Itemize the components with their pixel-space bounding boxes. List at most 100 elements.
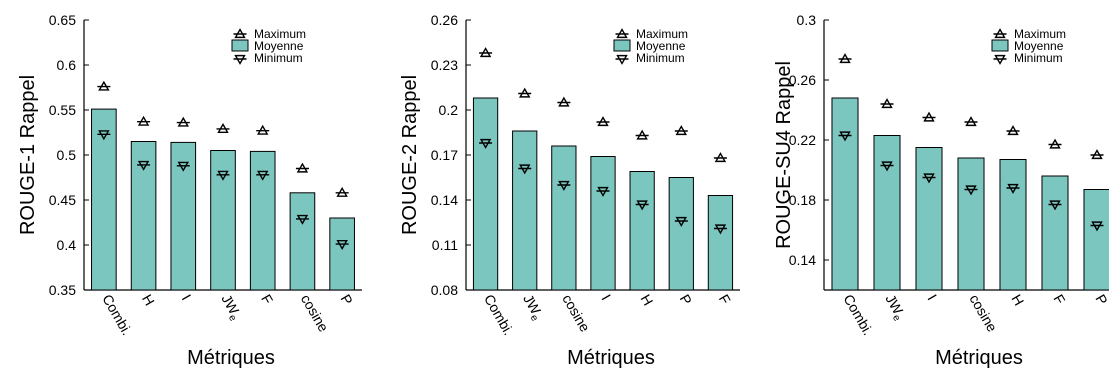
marker-minimum: [137, 160, 151, 171]
legend-maximum-label: Maximum: [1014, 27, 1066, 41]
marker-maximum: [635, 129, 649, 140]
bar-moyenne: [512, 130, 538, 291]
marker-minimum: [713, 224, 727, 235]
y-axis-label: ROUGE-1 Rappel: [17, 75, 39, 235]
legend-minimum-icon: [615, 54, 629, 65]
marker-minimum: [256, 170, 270, 181]
x-axis-label: Métriques: [935, 347, 1023, 369]
legend-minimum-icon: [233, 54, 247, 65]
bar-moyenne: [668, 177, 694, 291]
bar-moyenne: [289, 192, 316, 291]
x-category-label: F: [258, 292, 276, 307]
legend-maximum-icon: [233, 28, 247, 39]
x-category-label: JWe: [880, 292, 910, 324]
y-tick-label: 0.14: [789, 252, 816, 268]
marker-minimum: [635, 200, 649, 211]
marker-maximum: [216, 122, 230, 133]
marker-maximum: [1090, 149, 1104, 160]
x-category-label: H: [638, 292, 657, 309]
x-category-label: Combi.: [99, 292, 135, 338]
marker-maximum: [1048, 138, 1062, 149]
bar-moyenne: [999, 159, 1027, 291]
marker-maximum: [557, 96, 571, 107]
x-category-label: Combi.: [481, 292, 517, 338]
y-axis-label: ROUGE-2 Rappel: [399, 75, 421, 235]
rouge-2-chart: 0.08 0.11 0.14 0.17 0.2 0.23 0.26 Combi. JWe cosi…: [399, 12, 740, 369]
x-category-label: P: [677, 292, 696, 308]
marker-minimum: [1090, 221, 1104, 232]
marker-maximum: [1006, 125, 1020, 136]
marker-minimum: [335, 240, 349, 251]
y-tick-label: 0.35: [49, 282, 76, 298]
x-axis-label: Métriques: [187, 347, 275, 369]
marker-maximum: [256, 124, 270, 135]
x-category-label: I: [179, 292, 195, 303]
marker-maximum: [713, 152, 727, 163]
x-axis-label: Métriques: [567, 347, 655, 369]
bar-moyenne: [329, 217, 355, 291]
y-tick-label: 0.23: [431, 57, 458, 73]
marker-maximum: [97, 80, 111, 91]
legend-moyenne-label: Moyenne: [1014, 39, 1064, 53]
x-category-label: JWe: [518, 292, 548, 324]
marker-minimum: [674, 216, 688, 227]
marker-minimum: [557, 180, 571, 191]
marker-maximum: [964, 116, 978, 127]
x-category-label: H: [1008, 292, 1027, 309]
x-category-label: P: [338, 292, 357, 308]
marker-maximum: [922, 111, 936, 122]
marker-minimum: [295, 214, 309, 225]
marker-minimum: [97, 130, 111, 141]
marker-minimum: [176, 161, 190, 172]
legend-moyenne-swatch: [231, 39, 249, 52]
marker-minimum: [838, 131, 852, 142]
x-category-label: F: [1050, 292, 1068, 307]
marker-minimum: [479, 138, 493, 149]
y-tick-label: 0.65: [49, 12, 76, 28]
x-category-label: F: [716, 292, 734, 307]
legend-maximum-label: Maximum: [254, 27, 306, 41]
y-tick-label: 0.55: [49, 102, 76, 118]
marker-maximum: [335, 186, 349, 197]
legend-maximum-label: Maximum: [636, 27, 688, 41]
legend-minimum-label: Minimum: [1014, 51, 1063, 65]
marker-minimum: [518, 164, 532, 175]
x-category-label: P: [1092, 292, 1109, 308]
x-category-label: JWe: [216, 292, 246, 324]
marker-maximum: [518, 87, 532, 98]
y-tick-label: 0.3: [797, 12, 817, 28]
bar-moyenne: [707, 195, 734, 291]
bar-moyenne: [170, 141, 197, 291]
legend-minimum-label: Minimum: [254, 51, 303, 65]
marker-minimum: [596, 186, 610, 197]
legend-minimum-icon: [993, 54, 1007, 65]
y-tick-label: 0.4: [57, 237, 77, 253]
legend-moyenne-label: Moyenne: [254, 39, 304, 53]
bar-moyenne: [210, 150, 236, 291]
y-tick-label: 0.5: [57, 147, 77, 163]
x-category-label: cosine: [298, 292, 332, 335]
y-tick-label: 0.14: [431, 192, 458, 208]
marker-maximum: [880, 98, 894, 109]
marker-minimum: [1006, 183, 1020, 194]
bar-moyenne: [249, 150, 276, 291]
marker-maximum: [596, 116, 610, 127]
legend-moyenne-label: Moyenne: [636, 39, 686, 53]
bar-moyenne: [873, 135, 901, 291]
marker-minimum: [880, 161, 894, 172]
bar-moyenne: [831, 97, 859, 291]
bar-moyenne: [1083, 189, 1109, 291]
bar-moyenne: [130, 141, 157, 291]
y-tick-label: 0.26: [789, 72, 816, 88]
y-tick-label: 0.2: [439, 102, 459, 118]
legend-maximum-icon: [615, 28, 629, 39]
marker-maximum: [838, 53, 852, 64]
bar-moyenne: [472, 97, 499, 291]
bar-moyenne: [590, 156, 616, 291]
marker-minimum: [964, 185, 978, 196]
x-category-label: H: [139, 292, 158, 309]
marker-maximum: [295, 162, 309, 173]
x-category-label: cosine: [559, 292, 593, 335]
legend-maximum-icon: [993, 28, 1007, 39]
